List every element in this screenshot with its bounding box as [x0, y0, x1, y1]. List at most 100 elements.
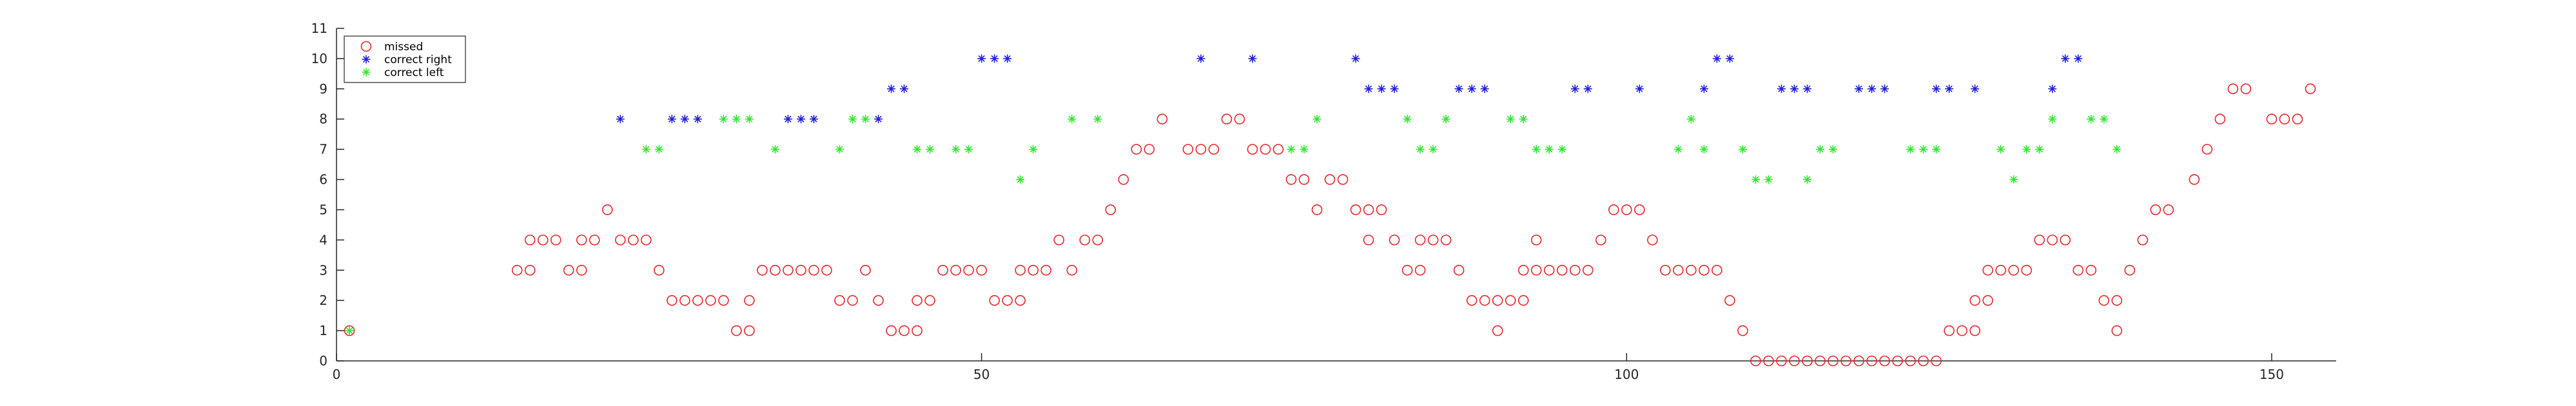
data-point [2111, 295, 2123, 306]
data-point [835, 145, 844, 154]
data-point [1311, 204, 1323, 215]
data-point [1686, 115, 1695, 124]
data-point [2214, 113, 2226, 125]
data-point [744, 325, 755, 336]
data-point [1414, 264, 1426, 276]
data-point [1815, 355, 1826, 367]
data-point [1982, 295, 1993, 306]
data-point [1403, 115, 1412, 124]
data-point [1285, 174, 1297, 185]
data-point [744, 295, 755, 306]
data-point [2087, 115, 2096, 124]
data-point [1079, 235, 1091, 246]
data-point [1699, 84, 1708, 93]
data-point [1802, 84, 1811, 93]
data-point [924, 295, 935, 306]
y-tick-label: 6 [319, 172, 327, 188]
data-point [1802, 175, 1811, 184]
data-point [1221, 113, 1233, 125]
data-point [1530, 264, 1542, 276]
data-point [1530, 235, 1542, 246]
data-point [1737, 325, 1748, 336]
data-point [899, 325, 910, 336]
data-point [1699, 145, 1708, 154]
data-point [2113, 145, 2122, 154]
data-point [1517, 295, 1529, 306]
data-point [2240, 83, 2252, 95]
data-point [1105, 204, 1117, 215]
data-point [977, 54, 986, 63]
data-point [1868, 84, 1877, 93]
data-point [1944, 325, 1955, 336]
data-point [821, 264, 832, 276]
data-point [2305, 83, 2316, 95]
data-point [2060, 235, 2071, 246]
data-point [1066, 264, 1078, 276]
data-point [1866, 355, 1877, 367]
data-point [2266, 113, 2278, 125]
data-point [1015, 295, 1026, 306]
data-point [1686, 264, 1697, 276]
series-correct-left [345, 115, 2122, 335]
data-point [1364, 84, 1373, 93]
data-point [1440, 235, 1452, 246]
data-point [989, 295, 1000, 306]
data-point [951, 145, 961, 154]
data-point [1545, 145, 1554, 154]
data-point [511, 264, 523, 276]
legend-marker [360, 41, 372, 52]
data-point [2085, 264, 2097, 276]
data-point [1905, 355, 1916, 367]
data-point [1247, 144, 1258, 155]
x-axis-ticks: 0 50 100 150 [333, 353, 2284, 382]
data-point [2292, 113, 2303, 125]
data-point [2022, 145, 2031, 154]
plot-area: 0 50 100 150 0 1 2 3 4 5 6 7 8 9 10 11 [311, 21, 2336, 382]
data-point [692, 295, 703, 306]
legend-marker [362, 68, 371, 77]
y-tick-label: 11 [311, 21, 327, 36]
data-point [667, 115, 676, 124]
legend-label: correct right [384, 53, 452, 66]
data-point [847, 295, 858, 306]
data-point [601, 204, 613, 215]
data-point [1363, 204, 1374, 215]
data-point [1208, 144, 1220, 155]
data-point [2163, 204, 2174, 215]
data-point [912, 295, 922, 306]
data-point [1040, 264, 1052, 276]
data-point [693, 115, 702, 124]
data-point [1156, 113, 1168, 125]
data-point [2100, 115, 2109, 124]
data-point [1995, 264, 2006, 276]
data-point [1892, 355, 1903, 367]
data-point [2150, 204, 2161, 215]
data-point [2124, 264, 2136, 276]
data-point [848, 115, 857, 124]
data-point [718, 295, 729, 306]
y-axis-ticks: 0 1 2 3 4 5 6 7 8 9 10 11 [311, 21, 344, 369]
data-point [861, 115, 870, 124]
data-point [2279, 113, 2290, 125]
data-point [809, 115, 818, 124]
data-point [783, 264, 794, 276]
data-point [1699, 264, 1710, 276]
data-point [1802, 355, 1813, 367]
data-points [344, 54, 2316, 367]
data-point [1182, 144, 1194, 155]
y-tick-label: 7 [319, 142, 327, 157]
data-point [808, 264, 819, 276]
data-point [1003, 54, 1012, 63]
data-point [1932, 145, 1941, 154]
data-point [654, 264, 665, 276]
data-point [1570, 84, 1579, 93]
data-point [795, 264, 806, 276]
data-point [550, 235, 561, 246]
data-point [719, 115, 728, 124]
data-point [1840, 355, 1851, 367]
data-point [964, 145, 973, 154]
data-point [616, 115, 625, 124]
data-point [1492, 295, 1503, 306]
legend-marker [362, 55, 371, 64]
data-point [1828, 145, 1837, 154]
